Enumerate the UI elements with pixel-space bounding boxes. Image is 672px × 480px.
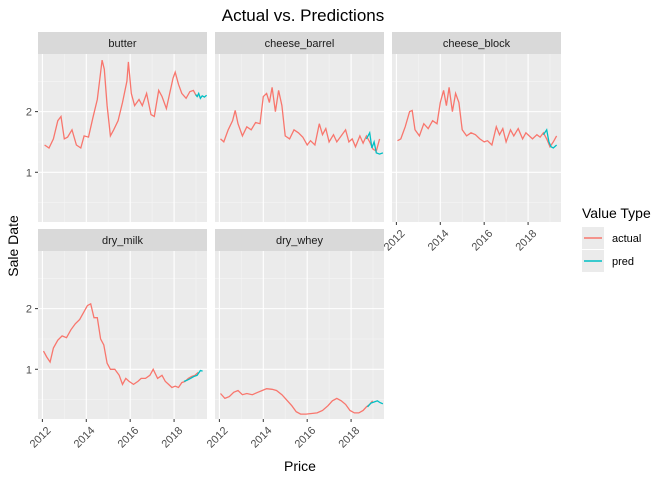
- series-line-pred: [183, 369, 203, 383]
- x-tick-label: 2016: [470, 228, 496, 254]
- legend-label-actual: actual: [612, 233, 641, 245]
- facet-panel-cheese-barrel: cheese_barrel: [215, 32, 384, 222]
- series-line-pred: [195, 91, 207, 100]
- facet-strip-label: dry_milk: [102, 235, 143, 247]
- series-line-actual: [220, 87, 381, 152]
- y-tick-label: 1: [26, 167, 32, 179]
- facet-strip-label: cheese_barrel: [265, 38, 335, 50]
- facet-strip: [38, 229, 207, 251]
- panel-background: [38, 251, 207, 419]
- facet-strip: [38, 32, 207, 54]
- series-line-pred: [365, 130, 384, 155]
- legend: Value Type actual pred: [582, 205, 651, 272]
- y-tick-label: 2: [26, 107, 32, 119]
- facet-strip-label: butter: [108, 38, 136, 50]
- x-tick-label: 2014: [426, 228, 452, 254]
- series-line-actual: [42, 302, 199, 389]
- x-tick-label: 2018: [159, 425, 185, 451]
- x-tick-label: 2014: [249, 425, 275, 451]
- x-tick-label: 2012: [28, 425, 54, 451]
- facet-strip: [215, 32, 384, 54]
- facet-strip: [392, 32, 561, 54]
- panel-background: [215, 54, 384, 222]
- x-tick-label: 2018: [336, 425, 362, 451]
- series-line-pred: [542, 128, 558, 149]
- panel-background: [392, 54, 561, 222]
- facet-panel-dry-milk: dry_milk 1 2 2012 2014 2016 2018: [26, 229, 207, 451]
- panel-background: [38, 54, 207, 222]
- facet-strip: [215, 229, 384, 251]
- x-tick-label: 2012: [382, 228, 408, 254]
- x-tick-label: 2012: [205, 425, 231, 451]
- series-line-actual: [220, 388, 374, 415]
- facet-panel-dry-whey: dry_whey 2012 2014 2016 2018: [205, 229, 384, 451]
- facet-panel-cheese-block: cheese_block 2012 2014 2016 2018: [382, 32, 561, 254]
- y-axis-title: Sale Date: [5, 215, 21, 277]
- x-tick-label: 2014: [72, 425, 98, 451]
- facet-strip-label: dry_whey: [276, 235, 324, 247]
- x-tick-label: 2016: [293, 425, 319, 451]
- series-line-pred: [367, 400, 384, 408]
- facet-panels: butter 1 2 cheese_barrel cheese_block 2012 201…: [26, 32, 561, 451]
- legend-title: Value Type: [582, 205, 651, 221]
- legend-label-pred: pred: [612, 256, 634, 268]
- x-tick-label: 2016: [116, 425, 142, 451]
- chart-title: Actual vs. Predictions: [222, 6, 385, 25]
- x-tick-label: 2018: [513, 228, 539, 254]
- facet-panel-butter: butter 1 2: [26, 32, 207, 222]
- panel-background: [215, 251, 384, 419]
- x-axis-title: Price: [284, 458, 316, 474]
- series-line-actual: [44, 59, 199, 150]
- y-tick-label: 1: [26, 364, 32, 376]
- y-tick-label: 2: [26, 304, 32, 316]
- facet-strip-label: cheese_block: [443, 38, 511, 50]
- series-line-actual: [397, 87, 558, 149]
